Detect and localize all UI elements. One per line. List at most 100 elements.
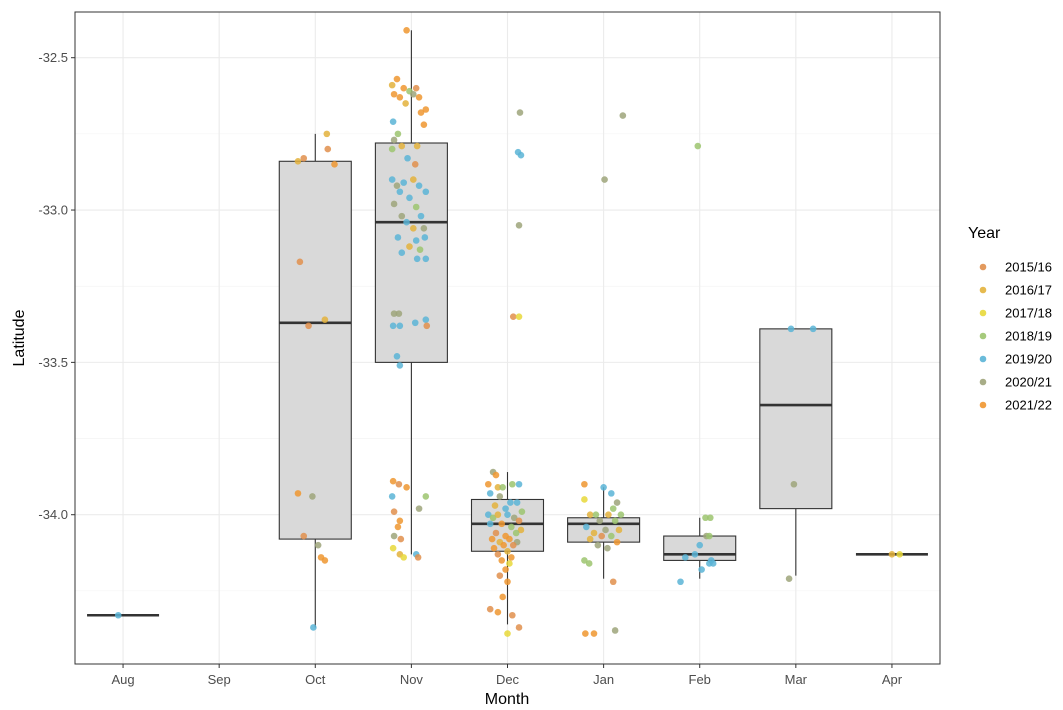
data-point bbox=[402, 100, 409, 107]
data-point bbox=[509, 480, 516, 488]
data-point bbox=[396, 362, 404, 369]
data-point bbox=[499, 593, 506, 601]
data-point bbox=[581, 496, 588, 503]
data-point bbox=[294, 157, 302, 165]
data-point bbox=[492, 529, 500, 537]
data-point bbox=[412, 237, 420, 244]
data-point bbox=[390, 508, 398, 515]
legend-key bbox=[979, 286, 987, 294]
data-point bbox=[413, 255, 421, 263]
legend-label: 2021/22 bbox=[1005, 398, 1052, 413]
data-point bbox=[403, 26, 410, 34]
data-point bbox=[691, 551, 699, 558]
data-point bbox=[390, 532, 398, 540]
data-point bbox=[388, 493, 396, 500]
data-point bbox=[411, 319, 419, 327]
data-point bbox=[696, 541, 704, 549]
x-tick-label-aug: Aug bbox=[111, 672, 134, 687]
data-point bbox=[300, 154, 308, 162]
data-point bbox=[294, 490, 302, 497]
data-point bbox=[394, 130, 402, 138]
x-tick-label-apr: Apr bbox=[882, 672, 903, 687]
legend-item: 2020/21 bbox=[979, 375, 1052, 390]
x-tick-label-nov: Nov bbox=[400, 672, 424, 687]
data-point bbox=[400, 179, 408, 186]
x-axis: Aug Sep Oct Nov Dec Jan Feb Mar Apr bbox=[111, 664, 903, 687]
data-point bbox=[581, 480, 588, 488]
data-point bbox=[390, 90, 398, 98]
data-point bbox=[598, 532, 605, 540]
data-point bbox=[417, 212, 425, 220]
data-point bbox=[422, 316, 430, 324]
legend-key bbox=[979, 263, 987, 271]
data-point bbox=[694, 142, 702, 150]
data-point bbox=[486, 520, 494, 528]
data-point bbox=[787, 325, 795, 333]
data-point bbox=[486, 490, 494, 497]
data-point bbox=[517, 151, 525, 159]
data-point bbox=[809, 325, 817, 333]
data-point bbox=[581, 557, 588, 564]
box-mar bbox=[759, 328, 833, 576]
data-point bbox=[415, 94, 423, 101]
data-point bbox=[488, 535, 496, 543]
legend-key bbox=[979, 378, 987, 386]
data-point bbox=[706, 560, 713, 567]
data-point bbox=[516, 109, 524, 116]
data-point bbox=[509, 611, 516, 619]
data-point bbox=[324, 145, 332, 153]
data-point bbox=[888, 551, 896, 558]
data-point bbox=[602, 526, 609, 534]
data-point bbox=[698, 566, 705, 573]
data-point bbox=[410, 90, 417, 98]
data-point bbox=[582, 630, 589, 637]
data-point bbox=[396, 94, 404, 101]
data-point bbox=[498, 520, 506, 528]
y-axis-title: Latitude bbox=[11, 309, 28, 366]
data-point bbox=[677, 578, 684, 586]
data-point bbox=[323, 130, 331, 138]
legend-key bbox=[979, 309, 987, 317]
data-point bbox=[490, 544, 498, 552]
data-point bbox=[499, 483, 506, 491]
data-point bbox=[414, 554, 422, 561]
data-point bbox=[310, 624, 317, 631]
data-point bbox=[496, 493, 504, 500]
data-point bbox=[390, 136, 398, 144]
data-point bbox=[390, 310, 398, 317]
y-tick-label: -32.5 bbox=[38, 50, 68, 65]
data-point bbox=[609, 505, 617, 512]
x-tick-label-feb: Feb bbox=[689, 672, 711, 687]
data-point bbox=[496, 572, 504, 579]
data-point bbox=[389, 118, 397, 125]
x-tick-label-jan: Jan bbox=[593, 672, 614, 687]
data-point bbox=[508, 554, 515, 561]
data-point bbox=[396, 517, 404, 525]
data-point bbox=[509, 313, 517, 320]
data-point bbox=[489, 514, 497, 522]
data-point bbox=[494, 483, 502, 491]
y-tick-label: -33.0 bbox=[38, 203, 68, 218]
data-point bbox=[484, 511, 492, 519]
box-iqr bbox=[278, 160, 352, 540]
data-point bbox=[410, 225, 417, 232]
data-point bbox=[515, 517, 523, 525]
data-point bbox=[515, 624, 523, 631]
legend-item: 2015/16 bbox=[979, 260, 1052, 275]
data-point bbox=[506, 535, 513, 543]
data-point bbox=[506, 560, 513, 567]
data-point bbox=[702, 514, 709, 522]
data-point bbox=[389, 544, 397, 552]
data-point bbox=[515, 221, 523, 229]
data-point bbox=[608, 532, 615, 540]
data-point bbox=[604, 544, 611, 552]
data-point bbox=[321, 316, 329, 324]
data-point bbox=[300, 532, 308, 540]
data-point bbox=[412, 203, 420, 211]
data-point bbox=[400, 554, 408, 561]
data-point bbox=[609, 578, 617, 586]
box-iqr bbox=[759, 328, 833, 510]
data-point bbox=[509, 541, 517, 549]
data-point bbox=[394, 234, 402, 241]
data-point bbox=[504, 511, 511, 519]
